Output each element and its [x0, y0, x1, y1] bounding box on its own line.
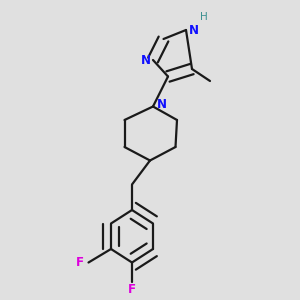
Text: N: N	[188, 23, 199, 37]
Text: N: N	[157, 98, 167, 112]
Text: H: H	[200, 12, 207, 22]
Text: F: F	[76, 256, 84, 269]
Text: F: F	[128, 283, 136, 296]
Text: N: N	[140, 53, 151, 67]
